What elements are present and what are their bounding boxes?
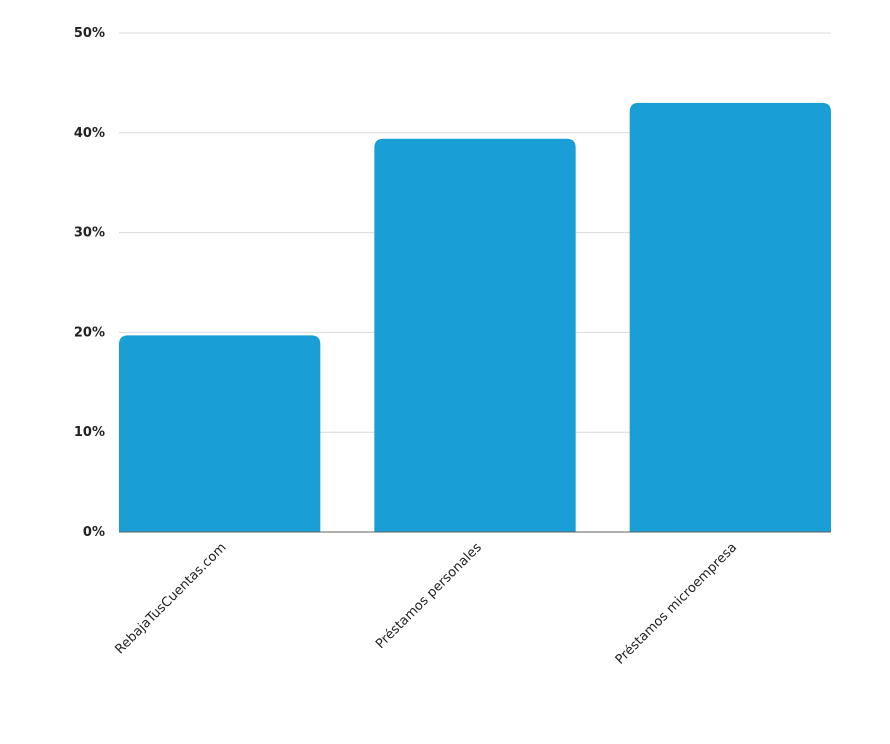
bar: [629, 102, 831, 533]
y-tick-label: 50%: [74, 26, 105, 41]
x-tick-label: Préstamos microempresa: [613, 540, 740, 667]
y-axis-tick-labels: 0% 10% 20% 30% 40% 50%: [74, 26, 105, 540]
x-tick-label: Préstamos personales: [373, 540, 485, 652]
bar: [119, 335, 321, 532]
x-tick-label: RebajaTusCuentas.com: [112, 540, 229, 657]
bars: [119, 102, 831, 533]
y-tick-label: 10%: [74, 425, 105, 440]
y-tick-label: 40%: [74, 126, 105, 141]
y-tick-label: 20%: [74, 325, 105, 340]
y-tick-label: 0%: [83, 525, 105, 540]
y-tick-label: 30%: [74, 226, 105, 241]
x-axis-tick-labels: RebajaTusCuentas.com Préstamos personales…: [112, 540, 740, 668]
bar: [374, 138, 576, 532]
